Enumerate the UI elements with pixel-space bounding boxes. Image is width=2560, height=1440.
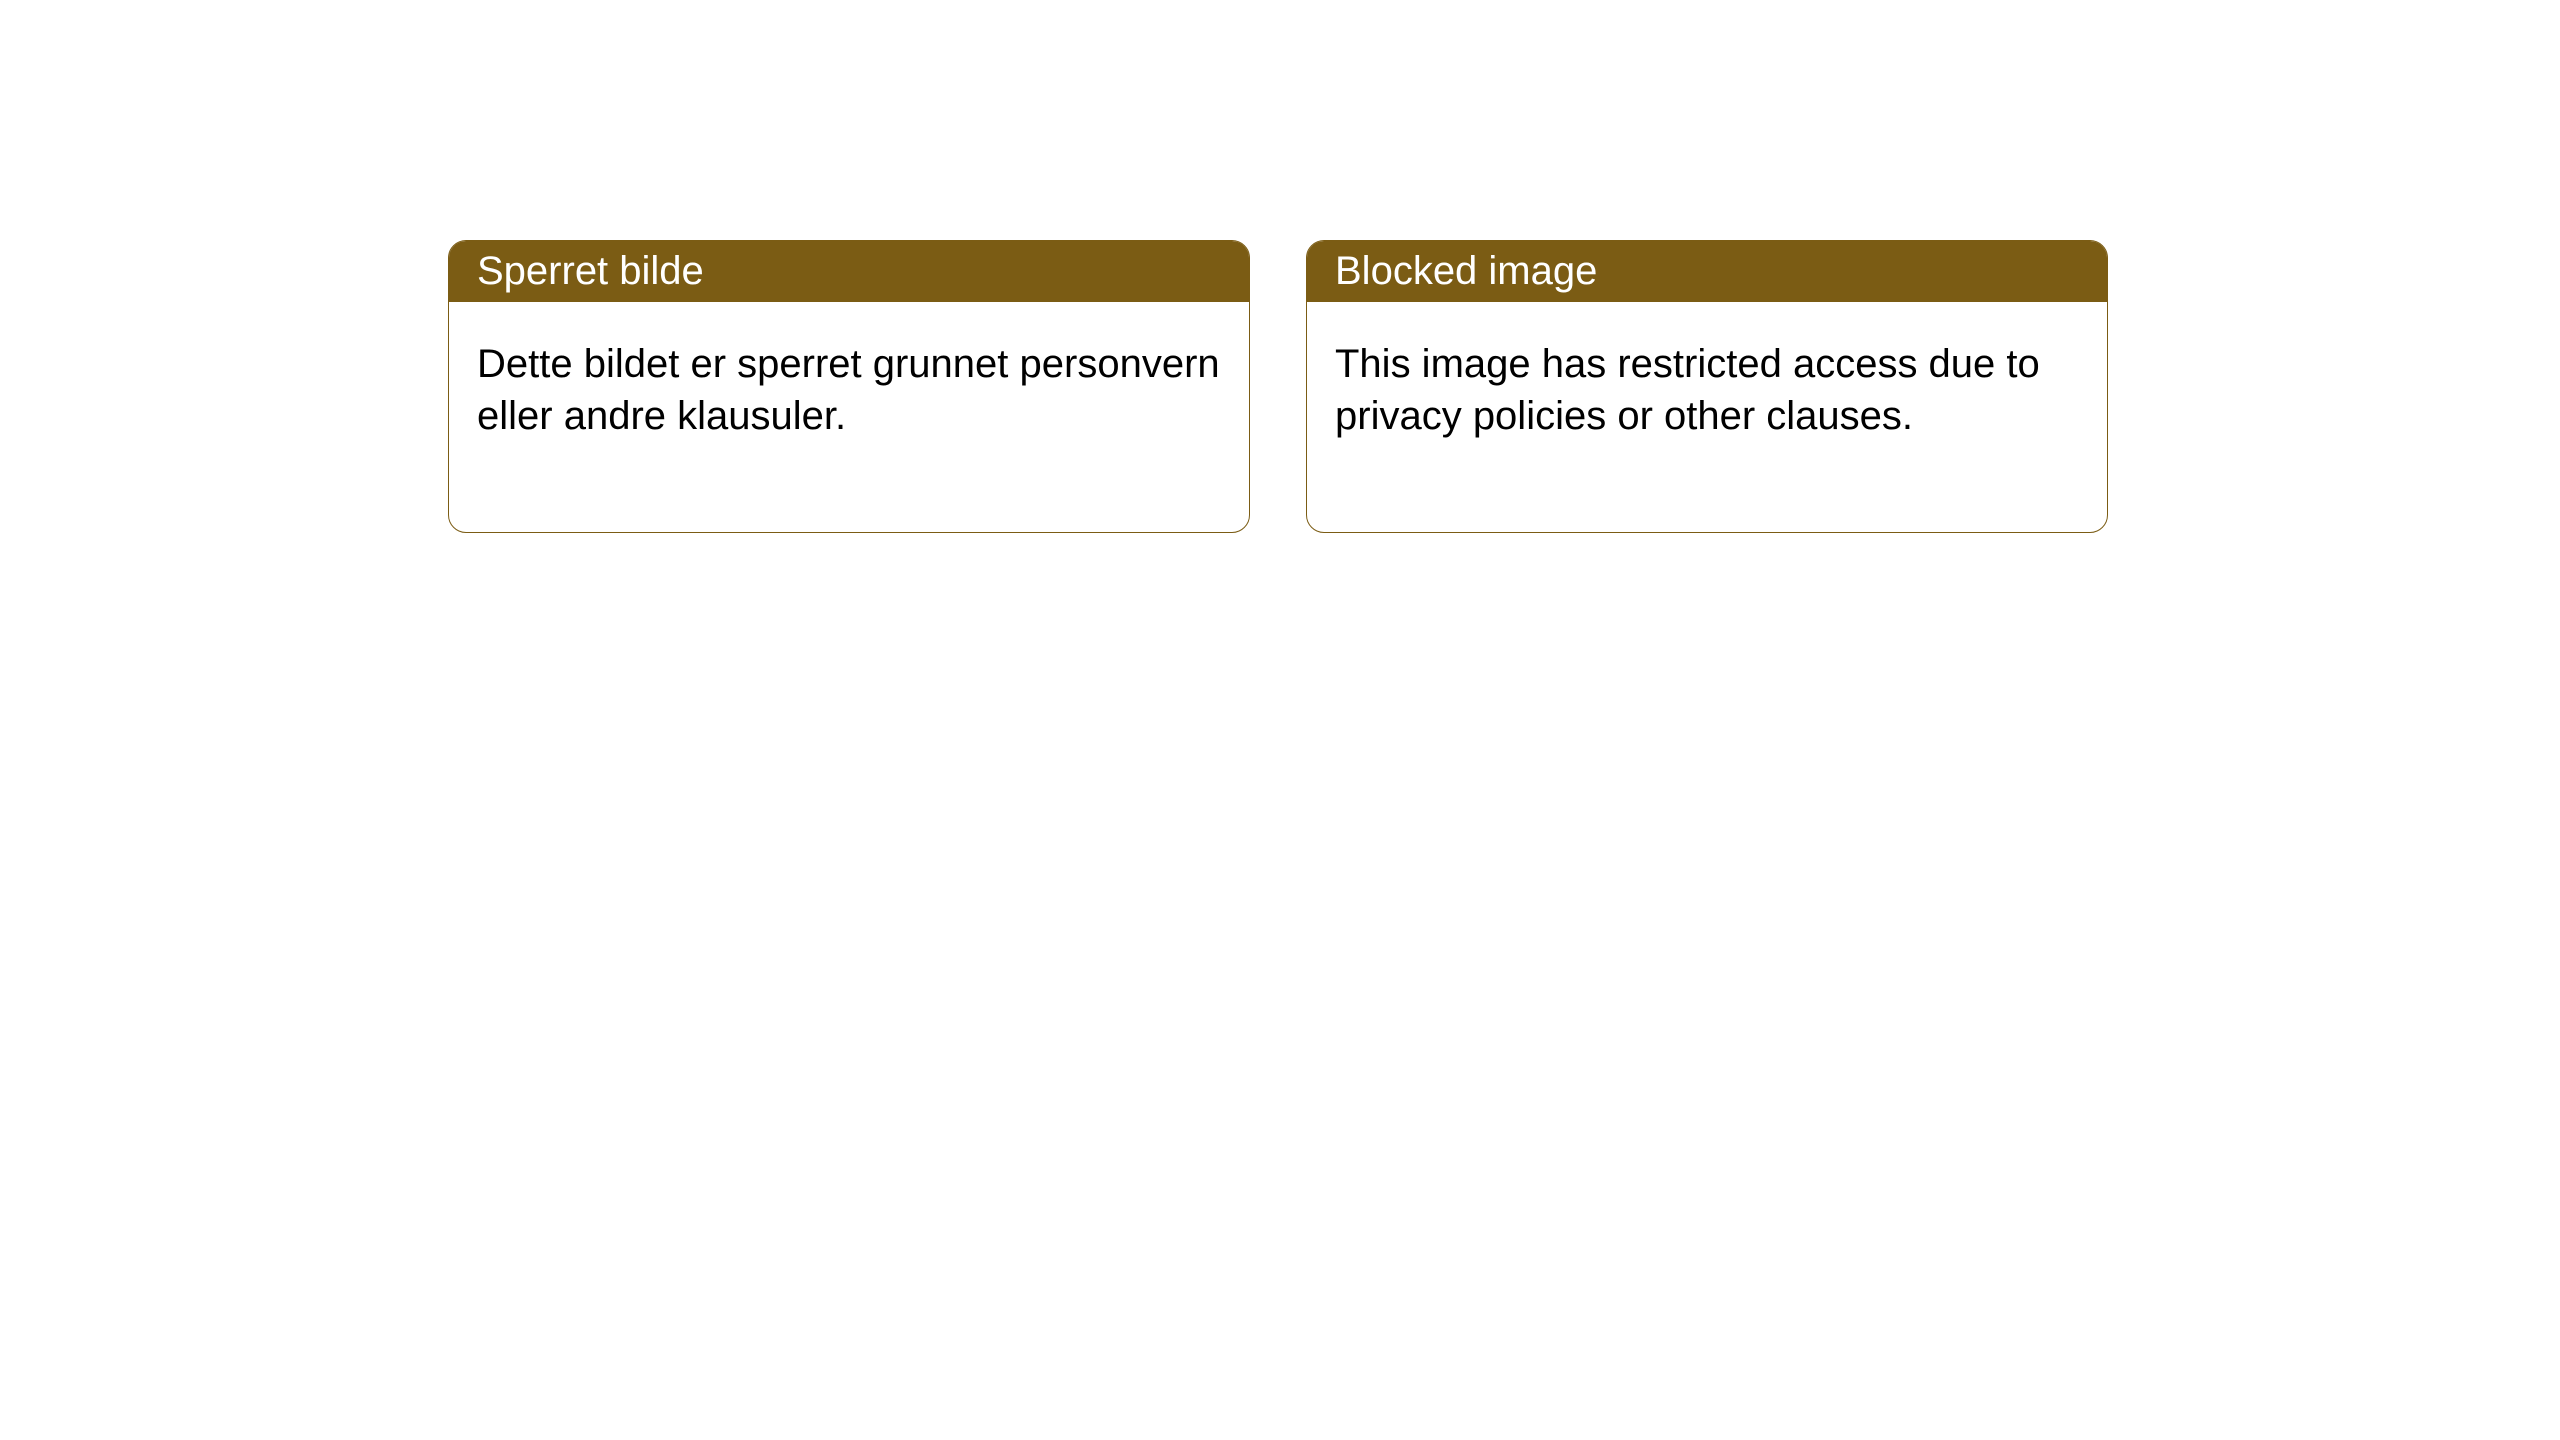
notice-body: Dette bildet er sperret grunnet personve…: [449, 302, 1249, 532]
notice-title: Blocked image: [1307, 241, 2107, 302]
notice-container: Sperret bilde Dette bildet er sperret gr…: [0, 0, 2560, 533]
notice-body: This image has restricted access due to …: [1307, 302, 2107, 532]
notice-card-english: Blocked image This image has restricted …: [1306, 240, 2108, 533]
notice-title: Sperret bilde: [449, 241, 1249, 302]
notice-card-norwegian: Sperret bilde Dette bildet er sperret gr…: [448, 240, 1250, 533]
